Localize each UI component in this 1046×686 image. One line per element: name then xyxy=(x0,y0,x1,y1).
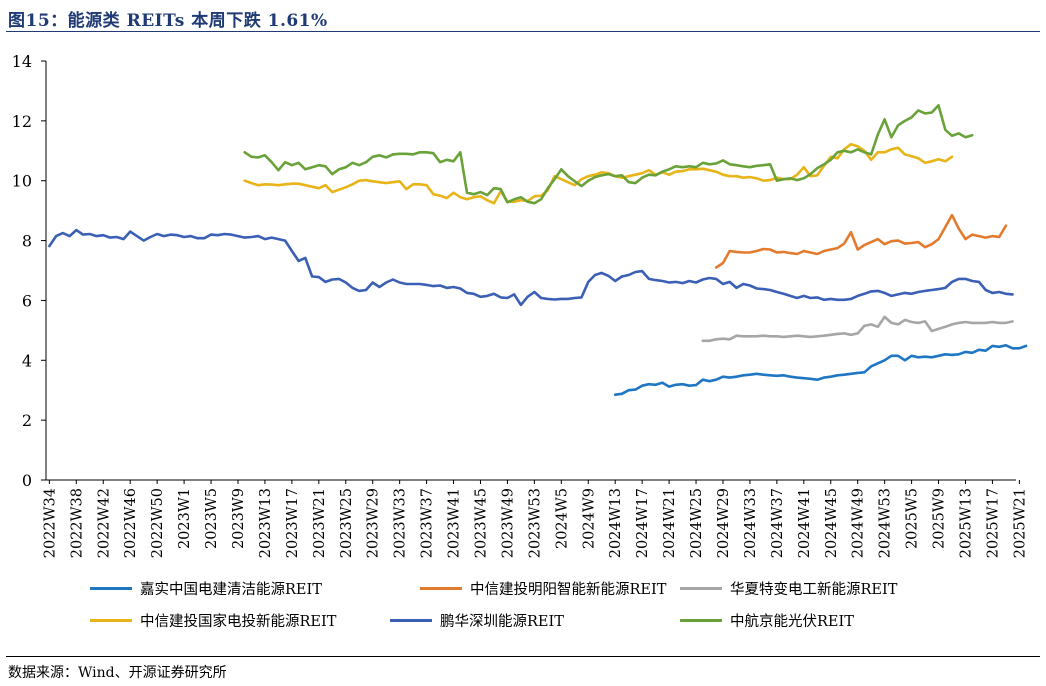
x-tick-label: 2024W29 xyxy=(716,488,732,558)
x-tick-label: 2023W37 xyxy=(420,488,436,558)
x-tick-label: 2022W46 xyxy=(123,488,139,558)
x-tick-label: 2023W1 xyxy=(177,488,193,549)
legend-swatch xyxy=(680,587,722,590)
legend-item-2: 中信建投明阳智能新能源REIT xyxy=(420,578,666,599)
legend-swatch xyxy=(420,587,462,590)
x-tick-label: 2024W17 xyxy=(635,488,651,558)
x-tick-label: 2022W50 xyxy=(150,488,166,558)
legend-swatch xyxy=(90,619,132,622)
x-tick-label: 2023W53 xyxy=(527,488,543,558)
series-line-4 xyxy=(243,142,954,205)
x-tick-label: 2024W37 xyxy=(770,488,786,558)
x-tick-label: 2023W29 xyxy=(366,488,382,558)
x-tick-label: 2024W41 xyxy=(797,488,813,558)
x-tick-label: 2023W25 xyxy=(339,488,355,558)
x-tick-label: 2023W33 xyxy=(393,488,409,558)
x-tick-label: 2024W25 xyxy=(689,488,705,558)
legend-item-6: 中航京能光伏REIT xyxy=(680,610,854,631)
x-tick-label: 2024W13 xyxy=(608,488,624,558)
legend-item-5: 鹏华深圳能源REIT xyxy=(390,610,564,631)
y-tick-label: 0 xyxy=(22,471,32,490)
x-tick-label: 2023W21 xyxy=(312,488,328,558)
y-tick-label: 12 xyxy=(12,112,32,131)
x-tick-label: 2024W9 xyxy=(581,488,597,549)
x-tick-label: 2022W34 xyxy=(42,488,58,558)
series-line-1 xyxy=(613,343,1028,397)
y-tick-label: 8 xyxy=(22,232,32,251)
x-tick-label: 2023W49 xyxy=(500,488,516,558)
y-tick-label: 6 xyxy=(22,291,32,310)
series-line-5 xyxy=(48,228,1014,307)
x-tick-label: 2022W42 xyxy=(96,488,112,558)
source-note: 数据来源：Wind、开源证券研究所 xyxy=(8,665,227,681)
x-tick-label: 2025W21 xyxy=(1012,488,1028,558)
x-tick-label: 2023W13 xyxy=(258,488,274,558)
x-tick-label: 2025W9 xyxy=(932,488,948,549)
title-rule xyxy=(6,31,1040,32)
chart-title: 图15：能源类 REITs 本周下跌 1.61% xyxy=(8,11,328,31)
legend-label: 鹏华深圳能源REIT xyxy=(440,614,564,630)
x-tick-label: 2023W9 xyxy=(231,488,247,549)
legend-label: 中信建投明阳智能新能源REIT xyxy=(470,582,667,598)
x-tick-label: 2024W49 xyxy=(851,488,867,558)
x-tick-label: 2024W21 xyxy=(662,488,678,558)
y-tick-label: 14 xyxy=(12,52,32,71)
x-tick-label: 2022W38 xyxy=(69,488,85,558)
x-tick-label: 2024W33 xyxy=(743,488,759,558)
x-tick-label: 2025W17 xyxy=(985,488,1001,558)
x-tick-label: 2024W5 xyxy=(554,488,570,549)
x-tick-label: 2024W53 xyxy=(878,488,894,558)
legend-item-3: 华夏特变电工新能源REIT xyxy=(680,578,897,599)
x-tick-label: 2023W41 xyxy=(447,488,463,558)
series-line-3 xyxy=(701,315,1014,343)
x-tick-label: 2025W5 xyxy=(905,488,921,549)
x-tick-label: 2023W5 xyxy=(204,488,220,549)
x-tick-label: 2024W45 xyxy=(824,488,840,558)
y-tick-label: 4 xyxy=(22,351,32,370)
legend-item-1: 嘉实中国电建清洁能源REIT xyxy=(90,578,322,599)
source-rule xyxy=(6,656,1040,657)
legend-label: 嘉实中国电建清洁能源REIT xyxy=(140,582,322,598)
legend-swatch xyxy=(90,587,132,590)
series-line-2 xyxy=(714,213,1008,269)
legend-label: 中航京能光伏REIT xyxy=(730,614,854,630)
x-tick-label: 2023W17 xyxy=(285,488,301,558)
x-tick-label: 2023W45 xyxy=(473,488,489,558)
y-tick-label: 10 xyxy=(12,172,32,191)
legend-label: 中信建投国家电投新能源REIT xyxy=(140,614,337,630)
y-tick-label: 2 xyxy=(22,411,32,430)
series-line-6 xyxy=(243,104,974,205)
legend-swatch xyxy=(390,619,432,622)
legend-label: 华夏特变电工新能源REIT xyxy=(730,582,898,598)
x-tick-label: 2025W13 xyxy=(958,488,974,558)
legend-swatch xyxy=(680,619,722,622)
legend-item-4: 中信建投国家电投新能源REIT xyxy=(90,610,336,631)
